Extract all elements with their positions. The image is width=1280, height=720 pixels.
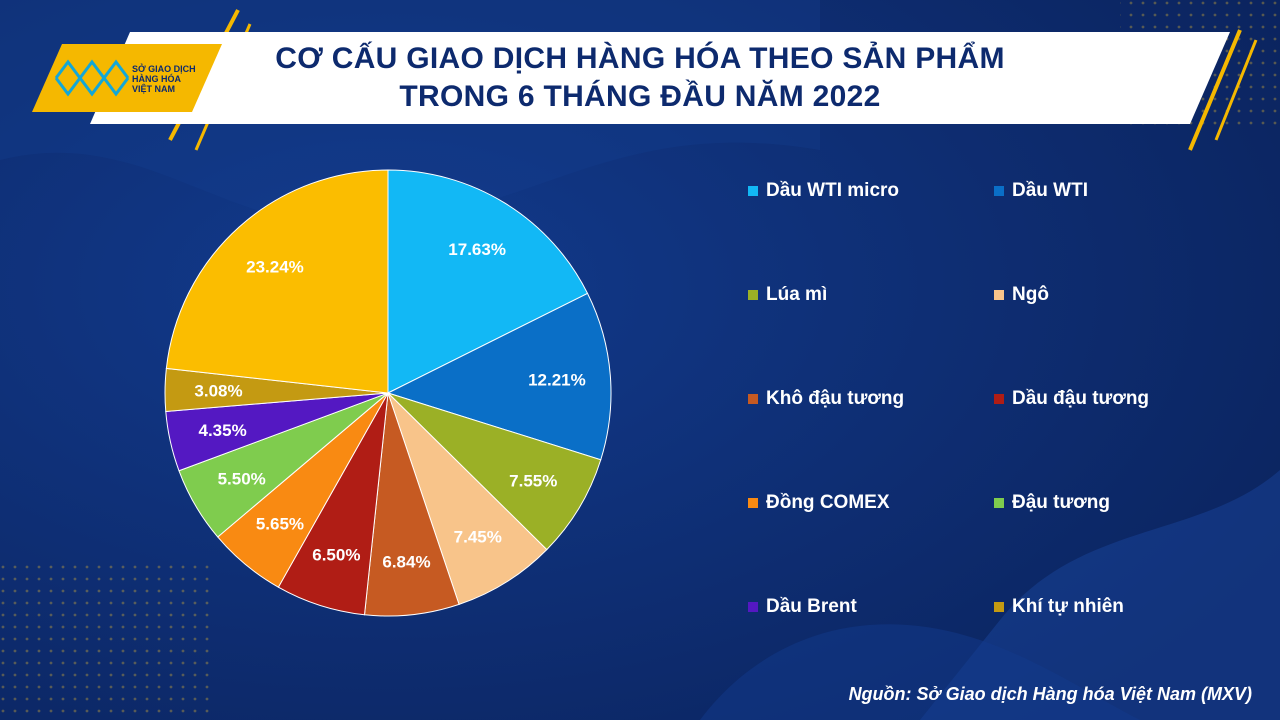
mxv-logo-mark-icon	[54, 59, 130, 97]
legend-item: Dầu đậu tương	[994, 388, 1149, 410]
legend-swatch	[748, 394, 758, 404]
pie-slice	[386, 292, 612, 461]
legend-label: Khô đậu tương	[766, 388, 905, 409]
title-line-2: TRONG 6 THÁNG ĐẦU NĂM 2022	[399, 80, 881, 113]
pie-data-label: 17.63%	[448, 240, 506, 259]
legend-item: Ngô	[994, 284, 1049, 306]
legend-item: Đồng COMEX	[748, 492, 890, 514]
logo-line-2: HÀNG HÓA	[132, 74, 181, 84]
pie-data-label: 6.84%	[382, 552, 430, 571]
legend-label: Đậu tương	[1012, 492, 1110, 513]
legend-item: Dầu Brent	[748, 596, 857, 618]
logo-text: SỞ GIAO DỊCH HÀNG HÓA VIỆT NAM	[132, 64, 212, 94]
logo-line-1: SỞ GIAO DỊCH	[132, 64, 196, 74]
legend-item: Dầu WTI micro	[748, 180, 899, 202]
legend-swatch	[748, 602, 758, 612]
legend-swatch	[994, 290, 1004, 300]
pie-data-label: 7.55%	[509, 471, 557, 490]
pie-data-label: 23.24%	[246, 258, 304, 277]
legend-item: Lúa mì	[748, 284, 827, 306]
pie-data-label: 4.35%	[198, 421, 246, 440]
legend-label: Đồng COMEX	[766, 492, 890, 513]
legend-label: Dầu đậu tương	[1012, 388, 1150, 409]
legend-label: Dầu WTI micro	[766, 180, 900, 201]
pie-data-label: 5.65%	[256, 515, 304, 534]
page-title: CƠ CẤU GIAO DỊCH HÀNG HÓA THEO SẢN PHẨM …	[230, 40, 1050, 116]
legend-label: Khí tự nhiên	[1012, 596, 1124, 617]
legend-swatch	[748, 290, 758, 300]
pie-data-label: 7.45%	[454, 528, 502, 547]
source-note: Nguồn: Sở Giao dịch Hàng hóa Việt Nam (M…	[848, 684, 1252, 704]
pie-data-label: 6.50%	[312, 545, 360, 564]
title-line-1: CƠ CẤU GIAO DỊCH HÀNG HÓA THEO SẢN PHẨM	[275, 42, 1005, 75]
pie-slice	[387, 392, 602, 551]
legend-swatch	[748, 498, 758, 508]
legend-swatch	[994, 394, 1004, 404]
legend-label: Lúa mì	[766, 284, 828, 305]
pie-slice	[387, 169, 589, 394]
logo-line-3: VIỆT NAM	[132, 84, 176, 94]
legend-item: Khô đậu tương	[748, 388, 904, 410]
pie-data-label: 3.08%	[194, 382, 242, 401]
legend-swatch	[748, 186, 758, 196]
legend-label: Dầu WTI	[1012, 180, 1088, 201]
legend-item: Đậu tương	[994, 492, 1110, 514]
legend-item: Khí tự nhiên	[994, 596, 1124, 618]
legend-swatch	[994, 602, 1004, 612]
legend-swatch	[994, 186, 1004, 196]
pie-data-label: 12.21%	[528, 371, 586, 390]
legend-label: Ngô	[1012, 284, 1049, 305]
pie-slice	[165, 169, 389, 394]
legend-label: Dầu Brent	[766, 596, 857, 617]
legend-swatch	[994, 498, 1004, 508]
mxv-logo	[32, 44, 222, 112]
title-banner	[90, 32, 1230, 124]
pie-slice	[387, 392, 548, 606]
pie-data-label: 5.50%	[218, 470, 266, 489]
legend-item: Dầu WTI	[994, 180, 1088, 202]
